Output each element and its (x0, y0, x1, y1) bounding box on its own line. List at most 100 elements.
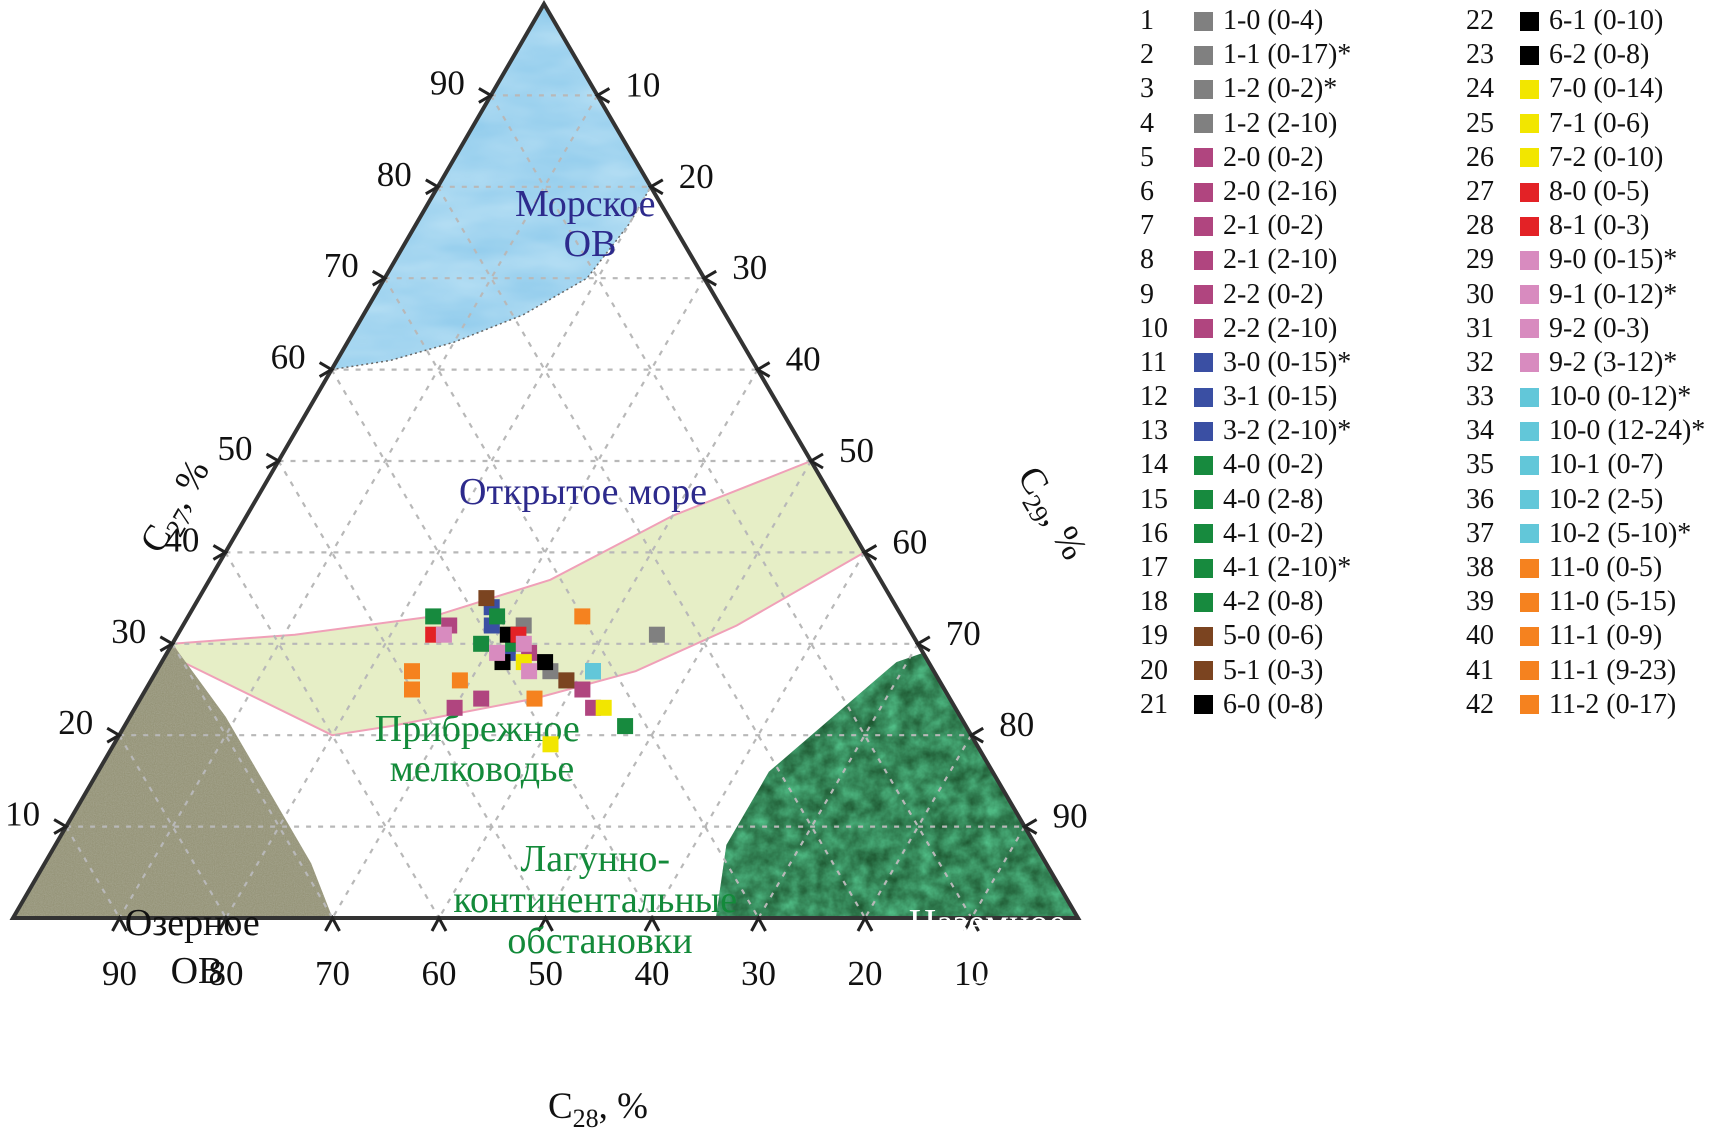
legend-swatch (1194, 695, 1213, 715)
data-point-series-39 (404, 663, 420, 680)
legend-item: 23 6-2 (0-8) (1466, 38, 1705, 72)
legend-number: 3 (1140, 73, 1154, 105)
legend-swatch (1194, 353, 1213, 373)
tick-c28 (430, 914, 448, 932)
tick-label-c28: 20 (848, 954, 883, 993)
tick-label-c29: 80 (999, 705, 1034, 744)
legend-swatch (1194, 456, 1213, 476)
legend-number: 36 (1466, 483, 1494, 515)
legend-label: 4-1 (2-10)* (1223, 552, 1352, 583)
legend-number: 28 (1466, 210, 1494, 242)
legend-number: 20 (1140, 654, 1168, 686)
legend-label: 7-1 (0-6) (1549, 107, 1650, 139)
legend-swatch (1194, 661, 1213, 681)
legend-swatch (1194, 79, 1213, 99)
data-points (404, 590, 665, 753)
data-point-series-7 (473, 690, 490, 707)
legend-label: 2-0 (2-16) (1223, 175, 1338, 207)
data-point-series-15 (473, 635, 490, 652)
grid-line-c29 (757, 643, 919, 919)
legend-item: 41 11-1 (9-23) (1466, 654, 1705, 688)
legend-number: 23 (1466, 39, 1494, 71)
data-point-series-19 (478, 590, 495, 607)
region-lake-texture (13, 643, 333, 918)
legend-number: 18 (1140, 586, 1168, 618)
legend-swatch (1194, 216, 1213, 236)
legend-item: 4 1-2 (2-10) (1140, 107, 1351, 141)
data-point-series-41 (526, 690, 543, 707)
legend-item: 42 11-2 (0-17) (1466, 688, 1705, 722)
region-label-lake-line1: Озерное (125, 902, 260, 944)
tick-c27 (478, 87, 494, 104)
legend-label: 4-0 (2-8) (1223, 483, 1324, 515)
legend-label: 8-0 (0-5) (1549, 175, 1650, 207)
legend-swatch (1194, 319, 1213, 339)
tick-c29 (914, 635, 931, 653)
legend-number: 35 (1466, 449, 1494, 481)
legend-label: 9-0 (0-15)* (1549, 244, 1678, 276)
legend-item: 27 8-0 (0-5) (1466, 175, 1705, 209)
data-point-series-38 (404, 681, 420, 698)
legend-number: 37 (1466, 517, 1494, 549)
region-label-terrestrial-line1: Наземное (909, 902, 1066, 944)
legend-swatch (1520, 592, 1539, 612)
legend-swatch (1194, 421, 1213, 441)
legend-label: 1-0 (0-4) (1223, 5, 1324, 36)
legend-number: 38 (1466, 552, 1494, 583)
legend-item: 24 7-0 (0-14) (1466, 72, 1705, 106)
legend-swatch (1520, 79, 1539, 99)
tick-label-c27: 60 (271, 338, 306, 377)
region-marine-boundary (331, 186, 652, 371)
legend-item: 14 4-0 (0-2) (1140, 448, 1351, 482)
tick-label-c27: 50 (218, 429, 253, 468)
legend-item: 35 10-1 (0-7) (1466, 448, 1705, 482)
data-point-series-20 (558, 672, 575, 689)
region-label-terrestrial: Наземное ОВ (909, 902, 1075, 992)
legend-item: 31 9-2 (0-3) (1466, 312, 1705, 346)
legend-label: 6-2 (0-8) (1549, 39, 1650, 71)
tick-c28 (217, 914, 235, 932)
grid-line-c28 (224, 551, 440, 919)
tick-c29 (647, 178, 664, 196)
legend-label: 6-1 (0-10) (1549, 5, 1664, 36)
legend-swatch (1520, 490, 1539, 510)
legend-swatch (1520, 456, 1539, 476)
legend-label: 2-2 (2-10) (1223, 312, 1338, 344)
legend-label: 9-2 (3-12)* (1549, 346, 1678, 378)
legend-item: 3 1-2 (0-2)* (1140, 72, 1351, 106)
legend-item: 16 4-1 (0-2) (1140, 517, 1351, 551)
legend-item: 8 2-1 (2-10) (1140, 243, 1351, 277)
data-point-series-29 (435, 626, 452, 643)
grid (65, 94, 1026, 919)
region-label-terrestrial-line2: ОВ (966, 950, 1019, 992)
tick-c29 (701, 269, 717, 287)
legend-label: 1-2 (2-10) (1223, 107, 1338, 139)
data-point-series-37 (585, 663, 601, 680)
legend-number: 19 (1140, 620, 1168, 652)
data-point-series-32 (521, 663, 538, 680)
legend-number: 32 (1466, 346, 1494, 378)
tick-c27 (265, 452, 282, 470)
data-point-series-18 (617, 718, 634, 735)
region-label-marine-line1: Морское (515, 183, 656, 225)
tick-c29 (594, 87, 611, 104)
tick-label-c27: 20 (58, 703, 93, 742)
legend-number: 34 (1466, 415, 1494, 447)
legend-item: 17 4-1 (2-10)* (1140, 551, 1351, 585)
legend-item: 20 5-1 (0-3) (1140, 654, 1351, 688)
tick-c28 (643, 914, 661, 932)
data-point-series-17 (489, 608, 506, 625)
tick-c27 (212, 544, 229, 561)
legend-item: 6 2-0 (2-16) (1140, 175, 1351, 209)
legend-item: 40 11-1 (0-9) (1466, 619, 1705, 653)
legend-swatch (1520, 216, 1539, 236)
legend-number: 29 (1466, 244, 1494, 276)
grid-line-c29 (970, 826, 1026, 919)
legend-swatch (1520, 114, 1539, 134)
legend-label: 10-2 (2-5) (1549, 483, 1664, 515)
legend-label: 7-0 (0-14) (1549, 73, 1664, 105)
legend-item: 22 6-1 (0-10) (1466, 4, 1705, 38)
legend-swatch (1194, 114, 1213, 134)
tick-label-c29: 20 (679, 157, 714, 196)
